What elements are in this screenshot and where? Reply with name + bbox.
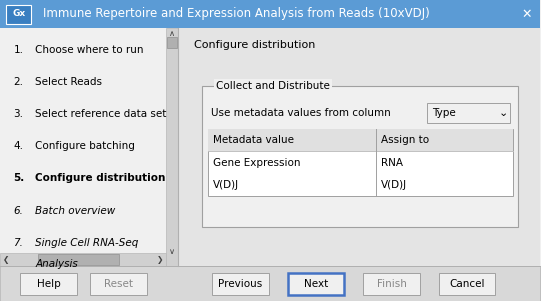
Text: 7.: 7. bbox=[14, 238, 23, 248]
FancyBboxPatch shape bbox=[427, 103, 510, 123]
FancyBboxPatch shape bbox=[0, 0, 540, 28]
Bar bbox=[0, 253, 166, 266]
Text: V(D)J: V(D)J bbox=[213, 180, 240, 190]
Bar bbox=[208, 129, 513, 151]
Text: Metadata value: Metadata value bbox=[213, 135, 294, 145]
Text: 6.: 6. bbox=[14, 206, 23, 216]
Text: Batch overview: Batch overview bbox=[35, 206, 115, 216]
Text: Immune Repertoire and Expression Analysis from Reads (10xVDJ): Immune Repertoire and Expression Analysi… bbox=[43, 8, 430, 20]
FancyBboxPatch shape bbox=[287, 273, 344, 294]
Text: Analysis: Analysis bbox=[35, 259, 78, 269]
Text: Use metadata values from column: Use metadata values from column bbox=[210, 108, 391, 118]
Text: RNA: RNA bbox=[381, 157, 403, 168]
Bar bbox=[178, 28, 540, 266]
Text: Configure distribution: Configure distribution bbox=[194, 40, 316, 50]
Text: Configure batching: Configure batching bbox=[35, 141, 135, 151]
FancyBboxPatch shape bbox=[202, 86, 518, 227]
FancyBboxPatch shape bbox=[439, 273, 496, 294]
Text: Type: Type bbox=[432, 108, 456, 118]
Text: Choose where to run: Choose where to run bbox=[35, 45, 143, 54]
Text: 2.: 2. bbox=[14, 77, 23, 87]
Text: Assign to: Assign to bbox=[381, 135, 429, 145]
Text: ❮: ❮ bbox=[3, 255, 10, 264]
Text: Previous: Previous bbox=[218, 279, 262, 289]
Text: Select reference data set: Select reference data set bbox=[35, 109, 167, 119]
Text: Select Reads: Select Reads bbox=[35, 77, 102, 87]
Text: Finish: Finish bbox=[377, 279, 406, 289]
Text: Cancel: Cancel bbox=[450, 279, 485, 289]
Text: Single Cell RNA-Seq: Single Cell RNA-Seq bbox=[35, 238, 138, 248]
Text: ❯: ❯ bbox=[157, 255, 163, 264]
FancyBboxPatch shape bbox=[20, 273, 77, 294]
Text: Reset: Reset bbox=[104, 279, 133, 289]
Text: ✕: ✕ bbox=[521, 8, 532, 20]
Text: 5.: 5. bbox=[14, 173, 25, 183]
Text: ∨: ∨ bbox=[169, 247, 175, 256]
Text: 1.: 1. bbox=[14, 45, 23, 54]
FancyBboxPatch shape bbox=[6, 5, 31, 24]
Text: Gx: Gx bbox=[12, 10, 25, 18]
Text: ∧: ∧ bbox=[169, 29, 175, 38]
FancyBboxPatch shape bbox=[363, 273, 420, 294]
Bar bbox=[0, 266, 540, 301]
Bar bbox=[38, 254, 119, 265]
FancyBboxPatch shape bbox=[212, 273, 269, 294]
Text: Collect and Distribute: Collect and Distribute bbox=[216, 81, 330, 91]
Text: Next: Next bbox=[304, 279, 328, 289]
Text: Gene Expression: Gene Expression bbox=[213, 157, 301, 168]
FancyBboxPatch shape bbox=[90, 273, 147, 294]
Text: ⌄: ⌄ bbox=[499, 108, 509, 118]
Text: 3.: 3. bbox=[14, 109, 23, 119]
Bar bbox=[208, 129, 513, 196]
Text: 4.: 4. bbox=[14, 141, 23, 151]
Bar bbox=[0, 28, 178, 266]
Text: Help: Help bbox=[37, 279, 61, 289]
Bar bbox=[166, 28, 178, 266]
Text: V(D)J: V(D)J bbox=[381, 180, 407, 190]
Text: Configure distribution: Configure distribution bbox=[35, 173, 166, 183]
Bar bbox=[167, 37, 177, 48]
